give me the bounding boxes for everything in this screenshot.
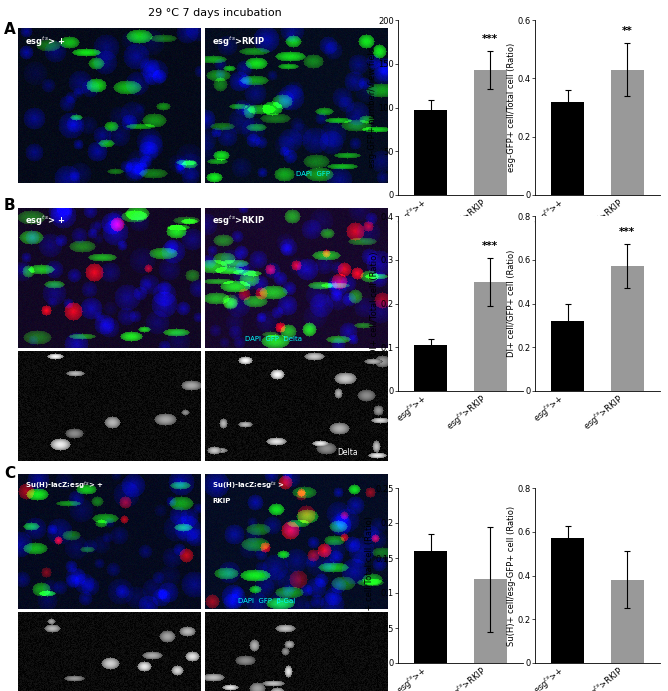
Text: C: C — [4, 466, 15, 481]
Bar — [551, 321, 584, 391]
Y-axis label: DI+ cell/Total cell (Ratio): DI+ cell/Total cell (Ratio) — [370, 252, 379, 355]
Bar — [414, 345, 447, 391]
Text: ***: *** — [482, 240, 498, 251]
Text: RKIP: RKIP — [212, 498, 230, 504]
Text: DAPI  GFP  Delta: DAPI GFP Delta — [245, 337, 302, 343]
Text: ***: *** — [619, 227, 635, 238]
Bar — [474, 282, 506, 391]
Bar — [611, 266, 644, 391]
Bar — [414, 110, 447, 195]
Text: 29 °C 7 days incubation: 29 °C 7 days incubation — [148, 8, 282, 18]
Bar — [551, 538, 584, 663]
Bar — [474, 579, 506, 663]
Bar — [414, 551, 447, 663]
Text: B: B — [4, 198, 15, 213]
Text: esg$^{ts}$>RKIP: esg$^{ts}$>RKIP — [212, 214, 265, 228]
Text: Su(H)-lacZ;esg$^{ts}$ >: Su(H)-lacZ;esg$^{ts}$ > — [212, 480, 285, 491]
Text: esg$^{ts}$> +: esg$^{ts}$> + — [25, 34, 65, 48]
Bar — [611, 70, 644, 195]
Y-axis label: Su(H)+ cell/esg-GFP+ cell (Ratio): Su(H)+ cell/esg-GFP+ cell (Ratio) — [507, 505, 516, 645]
Text: DAPI  GFP  β-Gal: DAPI GFP β-Gal — [238, 598, 295, 604]
Text: Delta: Delta — [337, 448, 357, 457]
Text: **: ** — [622, 26, 633, 37]
Bar — [474, 70, 506, 195]
Text: A: A — [4, 22, 16, 37]
Y-axis label: esg-GFP+ cell/Total cell (Ratio): esg-GFP+ cell/Total cell (Ratio) — [507, 43, 516, 172]
Bar — [551, 102, 584, 195]
Bar — [611, 580, 644, 663]
Y-axis label: esg-GFP+ number/View field: esg-GFP+ number/View field — [367, 47, 377, 168]
Text: esg$^{ts}$> +: esg$^{ts}$> + — [25, 214, 65, 228]
Text: ***: *** — [482, 34, 498, 44]
Text: esg$^{ts}$>RKIP: esg$^{ts}$>RKIP — [212, 34, 265, 48]
Text: DAPI  GFP: DAPI GFP — [297, 171, 331, 177]
Text: Su(H)-lacZ;esg$^{ts}$> +: Su(H)-lacZ;esg$^{ts}$> + — [25, 480, 104, 491]
Y-axis label: DI+ cell/GFP+ cell (Ratio): DI+ cell/GFP+ cell (Ratio) — [507, 250, 516, 357]
Y-axis label: Su(H)+ cell/Total cell (Ratio): Su(H)+ cell/Total cell (Ratio) — [365, 516, 374, 634]
